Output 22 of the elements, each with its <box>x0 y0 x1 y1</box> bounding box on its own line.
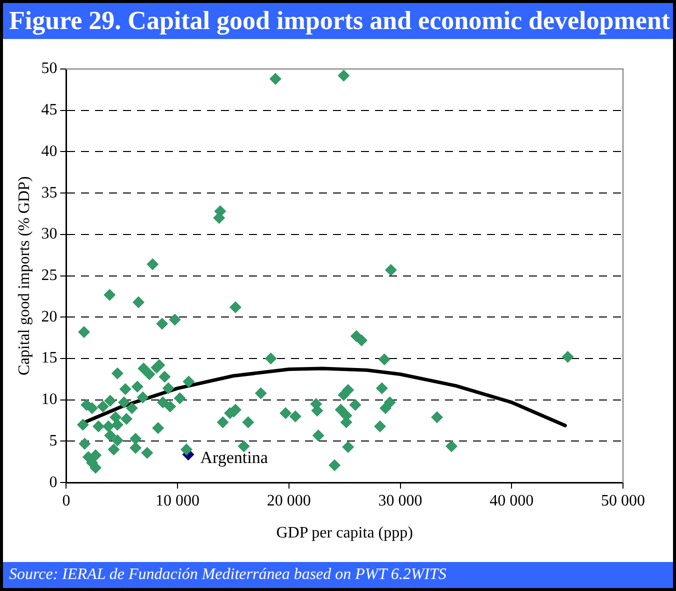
y-tick-label: 50 <box>41 60 58 78</box>
chart-title: Figure 29. Capital good imports and economic development <box>3 3 673 39</box>
y-tick-label: 15 <box>41 350 58 367</box>
source-note: Source: IERAL de Fundación Mediterránea based on PWT 6.2WITS <box>3 562 673 588</box>
y-tick-label: 5 <box>49 432 58 450</box>
x-tick-label: 20 000 <box>266 492 311 510</box>
x-axis-title: GDP per capita (ppp) <box>276 524 413 542</box>
x-tick-label: 0 <box>62 492 70 510</box>
x-tick-label: 40 000 <box>490 492 534 510</box>
y-tick-label: 35 <box>41 184 58 202</box>
y-tick-label: 20 <box>41 308 58 326</box>
x-tick-label: 30 000 <box>378 492 422 510</box>
x-tick-label: 10 000 <box>156 492 200 510</box>
y-tick-label: 45 <box>41 102 58 119</box>
y-tick-label: 25 <box>41 267 58 284</box>
x-tick-label: 50 000 <box>601 492 645 510</box>
y-tick-label: 40 <box>41 142 58 160</box>
y-axis-title: Capital good imports (% GDP) <box>16 176 33 376</box>
y-tick-label: 0 <box>49 474 58 491</box>
series-label: Argentina <box>200 448 268 467</box>
y-tick-label: 30 <box>41 226 58 243</box>
y-tick-label: 10 <box>41 391 58 408</box>
